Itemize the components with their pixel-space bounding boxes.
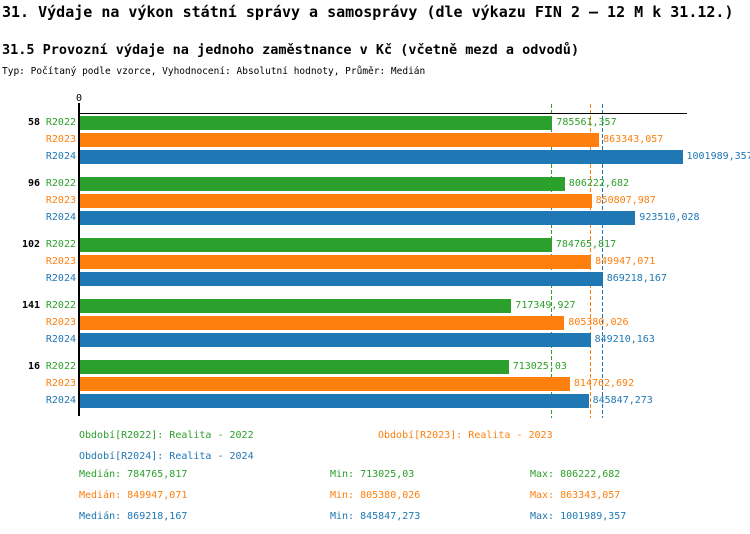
stat-max-r2024: Max: 1001989,357 [530, 511, 627, 522]
category-label-102: 102 [21, 239, 40, 250]
stat-median-r2022: Medián: 784765,817 [79, 469, 188, 480]
bar-r2024-141 [80, 333, 591, 347]
median-line-r2024 [601, 104, 603, 418]
bar-value-r2022-96: 806222,682 [568, 178, 630, 189]
series-label-r2024: R2024 [45, 212, 76, 223]
series-label-r2024: R2024 [45, 151, 76, 162]
stat-median-r2023: Medián: 849947,071 [79, 490, 188, 501]
chart-title: 31. Výdaje na výkon státní správy a samo… [2, 3, 734, 21]
bar-value-r2022-102: 784765,817 [555, 239, 617, 250]
bar-r2022-96 [80, 177, 565, 191]
x-axis-line [79, 113, 687, 114]
x-axis-origin-label: 0 [75, 93, 83, 104]
bar-value-r2023-96: 850807,987 [595, 195, 656, 206]
category-label-16: 16 [27, 361, 40, 372]
stat-max-r2022: Max: 806222,682 [530, 469, 621, 480]
bar-value-r2022-16: 713025,03 [512, 361, 567, 372]
bar-r2022-16 [80, 360, 509, 374]
bar-value-r2024-16: 845847,273 [592, 395, 653, 406]
bar-r2023-141 [80, 316, 565, 330]
stat-median-r2024: Medián: 869218,167 [79, 511, 188, 522]
series-label-r2023: R2023 [45, 378, 76, 389]
bar-value-r2023-102: 849947,071 [595, 256, 656, 267]
bar-r2023-96 [80, 194, 592, 208]
series-label-r2024: R2024 [45, 273, 76, 284]
bar-value-r2024-58: 1001989,357 [686, 151, 750, 162]
y-axis-line [78, 103, 80, 416]
bar-r2024-96 [80, 211, 636, 225]
stat-max-r2023: Max: 863343,057 [530, 490, 621, 501]
series-label-r2024: R2024 [45, 395, 76, 406]
series-label-r2023: R2023 [45, 317, 76, 328]
stat-min-r2024: Min: 845847,273 [330, 511, 421, 522]
category-label-96: 96 [27, 178, 40, 189]
series-label-r2022: R2022 [45, 361, 76, 372]
category-label-58: 58 [27, 117, 40, 128]
series-label-r2022: R2022 [45, 117, 76, 128]
bar-value-r2024-102: 869218,167 [606, 273, 667, 284]
bar-r2024-102 [80, 272, 603, 286]
bar-r2023-102 [80, 255, 592, 269]
series-label-r2024: R2024 [45, 334, 76, 345]
series-label-r2023: R2023 [45, 195, 76, 206]
bar-r2023-16 [80, 377, 570, 391]
legend-item-r2022: Období[R2022]: Realita - 2022 [79, 430, 254, 441]
series-label-r2023: R2023 [45, 256, 76, 267]
series-label-r2022: R2022 [45, 178, 76, 189]
chart-meta-line: Typ: Počítaný podle vzorce, Vyhodnocení:… [2, 66, 426, 77]
series-label-r2023: R2023 [45, 134, 76, 145]
bar-r2024-16 [80, 394, 589, 408]
bar-r2023-58 [80, 133, 600, 147]
bar-value-r2023-141: 805380,026 [568, 317, 629, 328]
bar-r2022-102 [80, 238, 552, 252]
bar-r2022-58 [80, 116, 553, 130]
series-label-r2022: R2022 [45, 300, 76, 311]
chart-subtitle: 31.5 Provozní výdaje na jednoho zaměstna… [2, 42, 580, 58]
series-label-r2022: R2022 [45, 239, 76, 250]
bar-r2024-58 [80, 150, 683, 164]
bar-r2022-141 [80, 299, 512, 313]
legend-item-r2023: Období[R2023]: Realita - 2023 [378, 430, 553, 441]
category-label-141: 141 [21, 300, 40, 311]
bar-value-r2023-16: 814762,692 [573, 378, 635, 389]
stat-min-r2023: Min: 805380,026 [330, 490, 421, 501]
bar-value-r2024-141: 849210,163 [594, 334, 655, 345]
bar-value-r2022-58: 785561,357 [556, 117, 617, 128]
bar-value-r2024-96: 923510,028 [639, 212, 700, 223]
bar-value-r2022-141: 717349,927 [515, 300, 576, 311]
legend-item-r2024: Období[R2024]: Realita - 2024 [79, 451, 254, 462]
stat-min-r2022: Min: 713025,03 [330, 469, 415, 480]
bar-value-r2023-58: 863343,057 [603, 134, 664, 145]
